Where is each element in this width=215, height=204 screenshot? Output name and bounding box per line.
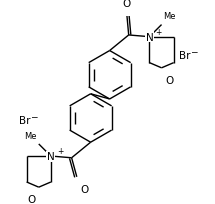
Text: Br: Br <box>179 51 190 61</box>
Text: O: O <box>165 75 173 85</box>
Text: −: − <box>190 47 198 56</box>
Text: Br: Br <box>19 115 30 125</box>
Text: O: O <box>80 184 89 194</box>
Text: Me: Me <box>163 12 176 21</box>
Text: N: N <box>47 151 55 161</box>
Text: O: O <box>122 0 130 9</box>
Text: +: + <box>155 28 162 37</box>
Text: −: − <box>30 111 38 120</box>
Text: +: + <box>57 147 63 156</box>
Text: Me: Me <box>25 131 37 140</box>
Text: O: O <box>27 194 35 204</box>
Text: N: N <box>146 32 153 42</box>
